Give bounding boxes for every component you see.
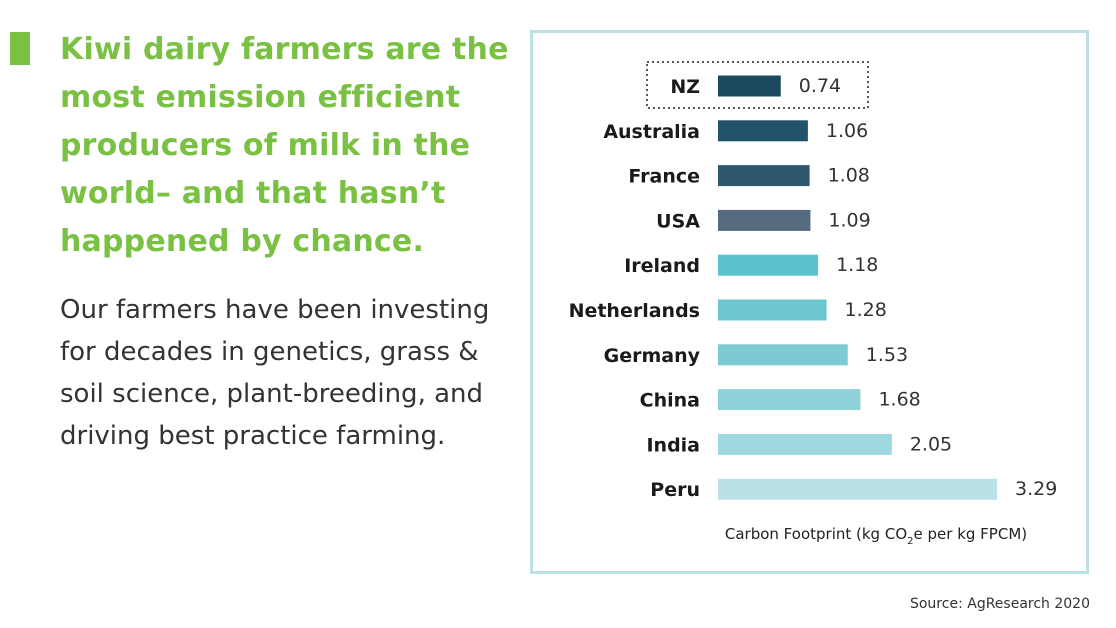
value-label: 1.28 bbox=[845, 299, 887, 321]
value-label: 3.29 bbox=[1015, 478, 1057, 500]
category-label: China bbox=[640, 390, 700, 412]
highlight-box bbox=[646, 61, 869, 109]
x-axis-label: Carbon Footprint (kg CO2e per kg FPCM) bbox=[725, 525, 1027, 547]
value-label: 1.18 bbox=[836, 254, 878, 276]
source-note: Source: AgResearch 2020 bbox=[909, 596, 1090, 612]
value-label: 0.74 bbox=[799, 75, 841, 97]
bar bbox=[718, 389, 861, 411]
value-label: 2.05 bbox=[910, 433, 952, 455]
value-label: 1.06 bbox=[826, 120, 868, 142]
bar bbox=[718, 75, 781, 97]
category-label: France bbox=[628, 166, 700, 188]
value-label: 1.08 bbox=[828, 165, 870, 187]
bar bbox=[718, 254, 819, 276]
bar bbox=[718, 165, 810, 187]
category-label: Netherlands bbox=[569, 300, 700, 322]
category-label: Germany bbox=[604, 345, 701, 367]
bar bbox=[718, 433, 892, 455]
bar bbox=[718, 478, 997, 500]
category-label: India bbox=[646, 434, 700, 456]
accent-bar bbox=[10, 32, 30, 65]
category-label: Peru bbox=[650, 479, 700, 501]
value-label: 1.68 bbox=[878, 389, 920, 411]
value-label: 1.53 bbox=[866, 344, 908, 366]
body-text: Our farmers have been investing for deca… bbox=[60, 295, 490, 451]
headline: Kiwi dairy farmers are the most emission… bbox=[60, 32, 509, 259]
bar bbox=[718, 344, 848, 366]
category-label: Australia bbox=[603, 121, 700, 143]
category-label: USA bbox=[656, 210, 700, 232]
bar bbox=[718, 299, 827, 321]
value-label: 1.09 bbox=[828, 209, 870, 231]
chart-frame bbox=[530, 30, 1089, 574]
bar bbox=[718, 209, 811, 231]
category-label: Ireland bbox=[624, 255, 700, 277]
bars-group: NZ 0.74 Australia 1.06 France 1.08 USA 1.09 Irel… bbox=[569, 75, 1058, 501]
bar bbox=[718, 120, 808, 142]
category-label: NZ bbox=[670, 76, 700, 98]
